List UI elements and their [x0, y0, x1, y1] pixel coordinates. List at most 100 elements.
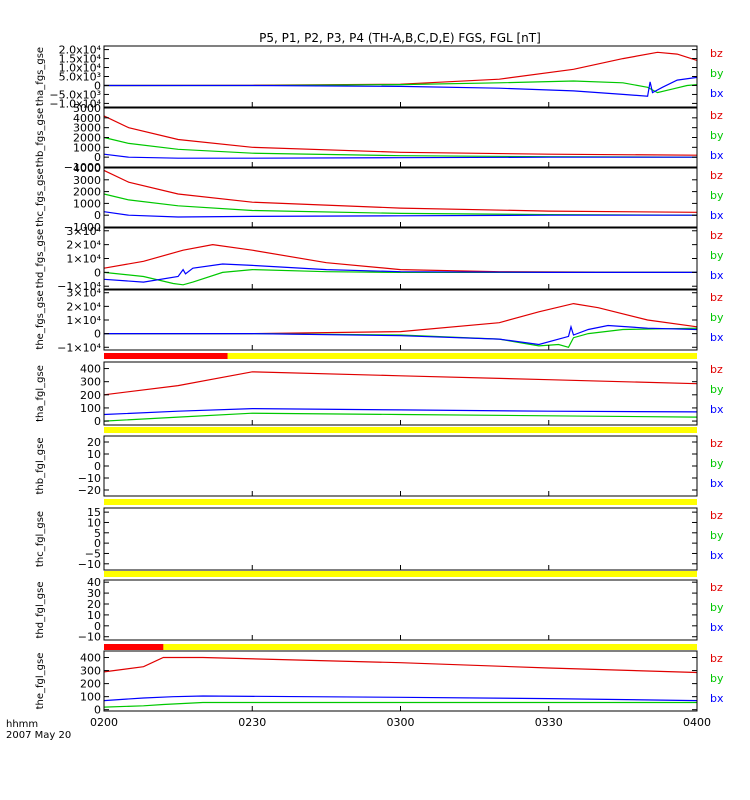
series-bx-line [103, 263, 697, 283]
y-tick-label: −10 [78, 472, 101, 485]
y-tick-label: 4000 [73, 162, 101, 175]
panel-ylabel: the_fgs_gse [35, 290, 46, 349]
x-tick-label: 0300 [387, 716, 415, 729]
x-tick-label: 0330 [535, 716, 563, 729]
y-tick-label: 10 [87, 448, 101, 461]
panel-ylabel: the_fgl_gse [35, 653, 46, 710]
y-tick-label: 300 [80, 376, 101, 389]
legend-by: by [710, 67, 724, 80]
y-tick-label: 0 [94, 266, 101, 279]
y-tick-label: −5 [85, 547, 101, 560]
legend-bz: bz [710, 109, 723, 122]
series-bz-line [104, 302, 698, 335]
y-tick-label: 10 [87, 609, 101, 622]
y-tick-label: 1×10⁴ [66, 314, 101, 327]
y-tick-label: 1000 [73, 141, 101, 154]
status-bar-yellow [104, 427, 697, 433]
y-tick-label: 15 [87, 506, 101, 519]
y-tick-label: 2000 [73, 186, 101, 199]
y-tick-label: 0 [94, 209, 101, 222]
x-axis-label: hhmm [6, 719, 38, 730]
legend-bz: bz [710, 291, 723, 304]
y-tick-label: 40 [87, 576, 101, 589]
series-bz-line [103, 371, 698, 396]
legend-bx: bx [710, 87, 724, 100]
legend-bz: bz [710, 581, 723, 594]
y-tick-label: −1000 [64, 221, 101, 234]
status-bar-yellow [104, 571, 697, 577]
legend-bz: bz [710, 437, 723, 450]
chart-title: P5, P1, P2, P3, P4 (TH-A,B,C,D,E) FGS, F… [259, 31, 541, 45]
y-tick-label: 2000 [73, 132, 101, 145]
y-tick-label: 0 [94, 704, 101, 717]
panel-ylabel: thb_fgs_gse [35, 108, 46, 167]
y-tick-label: 20 [87, 598, 101, 611]
y-tick-label: 300 [80, 665, 101, 678]
y-tick-label: −5.0x10³ [49, 88, 101, 101]
panel-tha_fgs_gse: 2.0x10⁴1.5x10⁴1.0x10⁴5.0x10³0−5.0x10³−1.… [35, 44, 724, 111]
series-bx-line [103, 695, 698, 702]
y-tick-label: 0 [94, 620, 101, 633]
legend-by: by [710, 129, 724, 142]
y-tick-label: 30 [87, 587, 101, 600]
x-axis-date: 2007 May 20 [6, 730, 71, 741]
y-tick-label: 200 [80, 678, 101, 691]
series-bz-line [103, 115, 698, 156]
legend-bx: bx [710, 403, 724, 416]
status-bar-yellow [104, 353, 697, 359]
y-tick-label: −1.0x10⁴ [49, 97, 101, 110]
legend-by: by [710, 189, 724, 202]
series-bx-line [104, 76, 698, 97]
legend-by: by [710, 529, 724, 542]
y-tick-label: 2.0x10⁴ [59, 44, 102, 57]
y-tick-label: 5.0x10³ [59, 71, 101, 84]
y-tick-label: 3×10⁴ [66, 225, 101, 238]
y-tick-label: 0 [94, 79, 101, 92]
panel-ylabel: thb_fgl_gse [35, 438, 46, 495]
y-tick-label: −10 [78, 631, 101, 644]
y-tick-label: 3000 [73, 174, 101, 187]
y-tick-label: 400 [80, 363, 101, 376]
y-tick-label: 2×10⁴ [66, 239, 101, 252]
legend-bx: bx [710, 209, 724, 222]
legend-by: by [710, 672, 724, 685]
y-tick-label: 0 [94, 151, 101, 164]
series-bx-line [104, 324, 698, 346]
legend-bx: bx [710, 549, 724, 562]
panel-ylabel: tha_fgs_gse [35, 47, 46, 106]
panel-ylabel: thd_fgl_gse [35, 582, 46, 639]
legend-by: by [710, 457, 724, 470]
y-tick-label: −1×10⁴ [57, 341, 101, 354]
series-by-line [103, 412, 698, 422]
legend-bz: bz [710, 509, 723, 522]
legend-bx: bx [710, 621, 724, 634]
legend-bx: bx [710, 692, 724, 705]
series-bx-line [103, 407, 698, 416]
y-tick-label: −10 [78, 558, 101, 571]
series-bz-line [103, 656, 698, 674]
y-tick-label: 0 [94, 415, 101, 428]
status-bars [104, 353, 697, 650]
status-bar-red [104, 353, 228, 359]
y-tick-label: 1.0x10⁴ [59, 62, 102, 75]
y-tick-label: 5000 [73, 102, 101, 115]
y-tick-label: 2×10⁴ [66, 300, 101, 313]
y-tick-label: 1000 [73, 197, 101, 210]
status-bar-yellow [104, 499, 697, 505]
legend-bz: bz [710, 652, 723, 665]
panel-ylabel: thd_fgs_gse [35, 229, 46, 288]
panel-ylabel: thc_fgl_gse [35, 511, 46, 567]
status-bar-yellow [104, 644, 697, 650]
y-tick-label: 200 [80, 389, 101, 402]
y-tick-label: −1×10⁴ [57, 280, 101, 293]
y-tick-label: 0 [94, 537, 101, 550]
